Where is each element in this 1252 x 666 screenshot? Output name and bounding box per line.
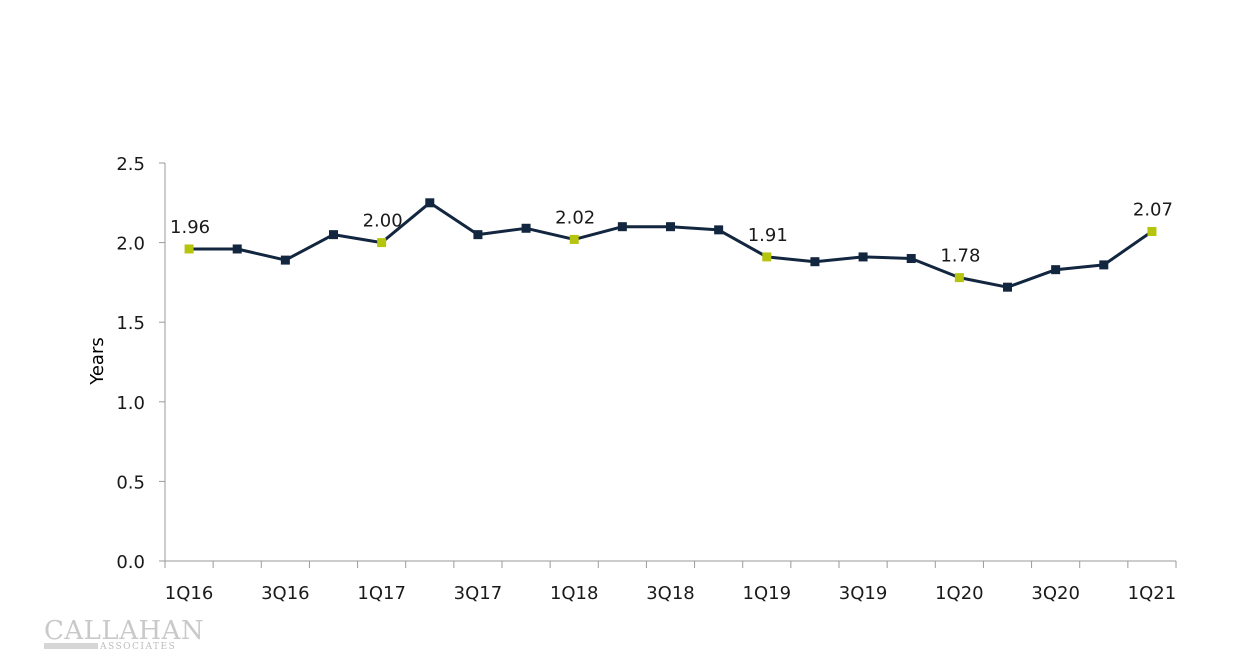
- highlight-point: [954, 273, 964, 283]
- data-point: [329, 230, 338, 240]
- x-tick-label: 3Q18: [646, 583, 695, 604]
- data-point: [473, 230, 483, 240]
- data-point: [617, 222, 627, 232]
- series-line: [189, 201, 1153, 289]
- data-point: [232, 244, 242, 254]
- data-label-layer: 1.96 2.00 2.02 1.91 1.78 2.07: [170, 199, 1173, 266]
- x-tick-label: 3Q17: [454, 583, 503, 604]
- series-layer: [189, 201, 1153, 289]
- y-tick-label: 2.0: [116, 234, 145, 255]
- x-axis: 1Q16 3Q16 1Q17 3Q17 1Q18 3Q18 1Q19 3Q19 1Q20 3Q20…: [164, 560, 1177, 604]
- highlight-point: [1147, 226, 1157, 236]
- highlight-point: [569, 234, 579, 244]
- y-tick-label: 1.0: [116, 393, 145, 414]
- logo-bar: [44, 643, 98, 649]
- y-tick-label: 1.5: [116, 313, 145, 334]
- highlight-point: [762, 252, 772, 262]
- y-tick-label: 2.5: [116, 154, 145, 175]
- x-tick-label: 1Q18: [550, 583, 599, 604]
- x-tick-label: 3Q19: [839, 583, 888, 604]
- data-point: [858, 252, 868, 262]
- x-tick-label: 3Q20: [1031, 583, 1080, 604]
- data-point: [714, 225, 724, 235]
- data-label: 2.00: [363, 211, 403, 232]
- highlight-point: [377, 238, 387, 248]
- y-axis-title: Years: [87, 337, 108, 386]
- y-tick-label: 0.5: [116, 472, 145, 493]
- x-tick-label: 1Q19: [743, 583, 792, 604]
- x-tick-label: 1Q20: [935, 583, 984, 604]
- data-point: [521, 223, 531, 233]
- x-tick-label: 1Q16: [165, 583, 214, 604]
- y-axis: 0.0 0.5 1.0 1.5 2.0 2.5: [116, 154, 166, 573]
- data-label: 2.02: [555, 207, 595, 228]
- data-label: 2.07: [1133, 199, 1173, 220]
- data-point: [906, 254, 916, 264]
- data-point: [280, 255, 290, 265]
- data-label: 1.91: [748, 225, 788, 246]
- marker-layer: [184, 198, 1157, 292]
- data-label: 1.96: [170, 217, 210, 238]
- data-point: [1099, 260, 1109, 270]
- callahan-logo: CALLAHAN ASSOCIATES: [44, 618, 204, 654]
- x-tick-label: 3Q16: [261, 583, 310, 604]
- x-tick-label: 1Q21: [1128, 583, 1177, 604]
- logo-subtitle: ASSOCIATES: [100, 642, 177, 652]
- data-point: [1051, 265, 1061, 275]
- data-label: 1.78: [940, 246, 980, 267]
- y-tick-label: 0.0: [116, 552, 145, 573]
- x-tick-label: 1Q17: [357, 583, 406, 604]
- data-point: [1003, 282, 1012, 292]
- highlight-point: [184, 244, 194, 254]
- logo-wordmark: CALLAHAN: [44, 616, 205, 646]
- data-point: [810, 257, 820, 267]
- data-point: [425, 198, 435, 208]
- data-point: [666, 222, 675, 232]
